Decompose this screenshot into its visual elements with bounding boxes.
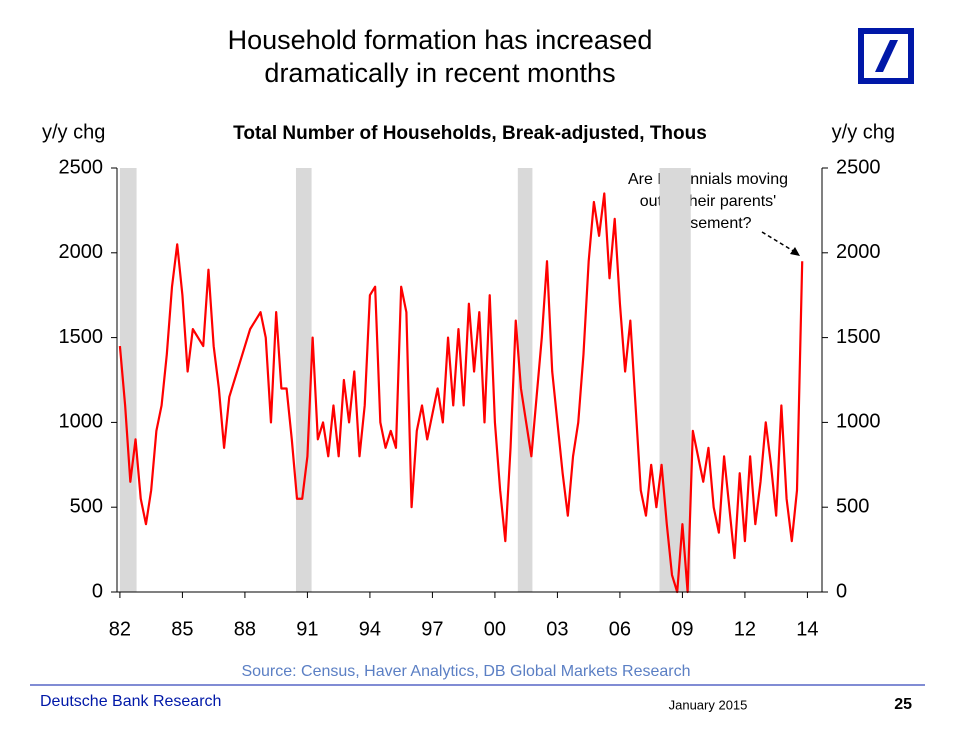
y-axis-label: y/y chg [42,121,105,143]
x-tick-label: 82 [109,618,131,640]
shaded-range [119,168,137,592]
logo-slash [875,40,898,72]
annotation: basement? [672,215,751,232]
x-tick-label: 85 [171,618,193,640]
y-tick-label: 1500 [59,326,104,348]
footer-date: January 2015 [669,697,748,712]
chart-subtitle: Total Number of Households, Break-adjust… [233,123,707,144]
x-tick-label: 97 [421,618,443,640]
y2-tick-label: 0 [836,580,847,602]
x-tick-label: 00 [484,618,506,640]
plot: 0 500 1000 1500 2000 2500 0 500 1000 1500 2000 2500… [59,156,881,640]
source: Source: Census, Haver Analytics, DB Glob… [241,663,690,680]
annotation: Are Millennials moving [628,171,788,188]
y2-tick-label: 1000 [836,411,881,433]
x-tick-label: 12 [734,618,756,640]
y2-tick-label: 2500 [836,156,881,178]
shaded-range [659,168,691,592]
x-tick-label: 94 [359,618,381,640]
line-series [118,192,804,594]
chart-title: dramatically in recent months [264,58,615,88]
footer-left: Deutsche Bank Research [40,693,221,710]
page-number: 25 [894,696,912,713]
x-tick-label: 03 [546,618,568,640]
y-tick-label: 2000 [59,241,104,263]
x-tick-label: 91 [296,618,318,640]
x-tick-label: 14 [796,618,818,640]
shaded-range [517,168,533,592]
y-tick-label: 0 [92,580,103,602]
y-tick-label: 1000 [59,411,104,433]
chart-title: Household formation has increased [228,25,653,55]
y2-tick-label: 2000 [836,241,881,263]
x-tick-label: 06 [609,618,631,640]
y2-tick-label: 1500 [836,326,881,348]
y-tick-label: 2500 [59,156,104,178]
x-tick-label: 09 [671,618,693,640]
y2-axis-label: y/y chg [832,121,895,143]
logo [858,28,914,84]
x-tick-label: 88 [234,618,256,640]
y2-tick-label: 500 [836,495,869,517]
y-tick-label: 500 [70,495,103,517]
shaded-range [295,168,312,592]
arrow-head [790,247,800,256]
